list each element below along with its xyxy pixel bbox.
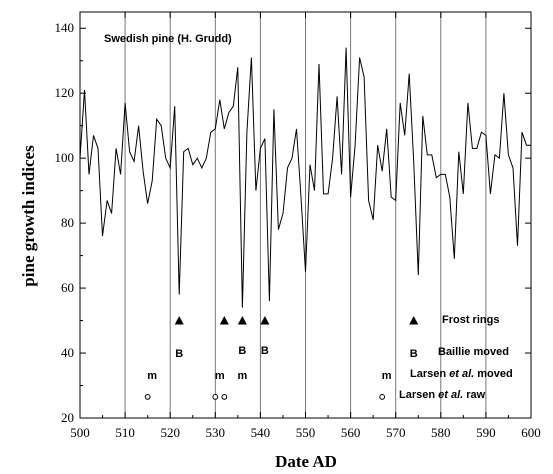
y-tick-label: 60 <box>61 280 74 295</box>
legend-baillie-moved: Baillie moved <box>438 346 509 358</box>
y-tick-label: 20 <box>61 410 74 425</box>
baillie-moved-marker: B <box>238 345 246 357</box>
larsen-moved-marker: m <box>215 370 225 382</box>
x-axis-title: Date AD <box>275 452 337 471</box>
series-line <box>79 47 531 308</box>
y-axis: 20 40 60 80 100 120 140 <box>55 20 531 425</box>
x-tick-label: 500 <box>70 425 90 440</box>
frost-ring-marker <box>260 316 270 325</box>
frost-ring-marker <box>174 316 184 325</box>
legend-larsen-raw: Larsen et al. raw <box>399 389 486 401</box>
larsen-moved-marker: m <box>147 370 157 382</box>
baillie-moved-marker: B <box>261 345 269 357</box>
y-tick-label: 80 <box>61 215 74 230</box>
larsen-raw-marker <box>212 393 219 400</box>
x-tick-label: 560 <box>341 425 361 440</box>
x-tick-label: 580 <box>431 425 451 440</box>
x-axis: 500 510 520 530 540 550 560 570 580 590 600 <box>70 12 541 440</box>
y-tick-label: 100 <box>55 150 75 165</box>
legend-frost-rings: Frost rings <box>442 314 499 326</box>
frost-ring-marker <box>237 316 247 325</box>
y-tick-label: 140 <box>55 20 75 35</box>
legend-larsen-raw-part: Larsen <box>399 389 438 401</box>
legend-larsen-moved-part: moved <box>474 368 513 380</box>
x-tick-label: 530 <box>206 425 226 440</box>
y-tick-label: 120 <box>55 85 75 100</box>
x-tick-label: 520 <box>160 425 180 440</box>
larsen-moved-marker: m <box>382 370 392 382</box>
x-tick-label: 540 <box>251 425 271 440</box>
baillie-moved-marker: B <box>410 348 418 360</box>
y-tick-label: 40 <box>61 345 74 360</box>
baillie-moved-marker: B <box>175 348 183 360</box>
grid-lines <box>124 12 487 418</box>
x-tick-label: 570 <box>386 425 406 440</box>
legend-larsen-moved-part: Larsen <box>410 368 449 380</box>
x-tick-label: 590 <box>476 425 496 440</box>
larsen-raw-marker <box>144 393 151 400</box>
larsen-moved-marker: m <box>237 370 247 382</box>
legend-larsen-raw-part: raw <box>463 389 485 401</box>
x-tick-label: 510 <box>115 425 135 440</box>
larsen-raw-marker <box>221 393 228 400</box>
legend: Frost rings Baillie moved Larsen et al. mo… <box>399 314 513 401</box>
marker-annotations: B B B Bm m m m <box>144 316 419 400</box>
frost-ring-marker <box>219 316 229 325</box>
y-axis-title: pine growth indices <box>19 145 38 287</box>
legend-larsen-raw-etal: et al. <box>438 389 463 401</box>
legend-larsen-moved-etal: et al. <box>449 368 474 380</box>
larsen-raw-marker <box>379 393 386 400</box>
legend-larsen-moved: Larsen et al. moved <box>410 368 513 380</box>
x-tick-label: 600 <box>521 425 541 440</box>
chart-title: Swedish pine (H. Grudd) <box>104 33 232 45</box>
frost-ring-marker <box>409 316 419 325</box>
x-tick-label: 550 <box>296 425 316 440</box>
